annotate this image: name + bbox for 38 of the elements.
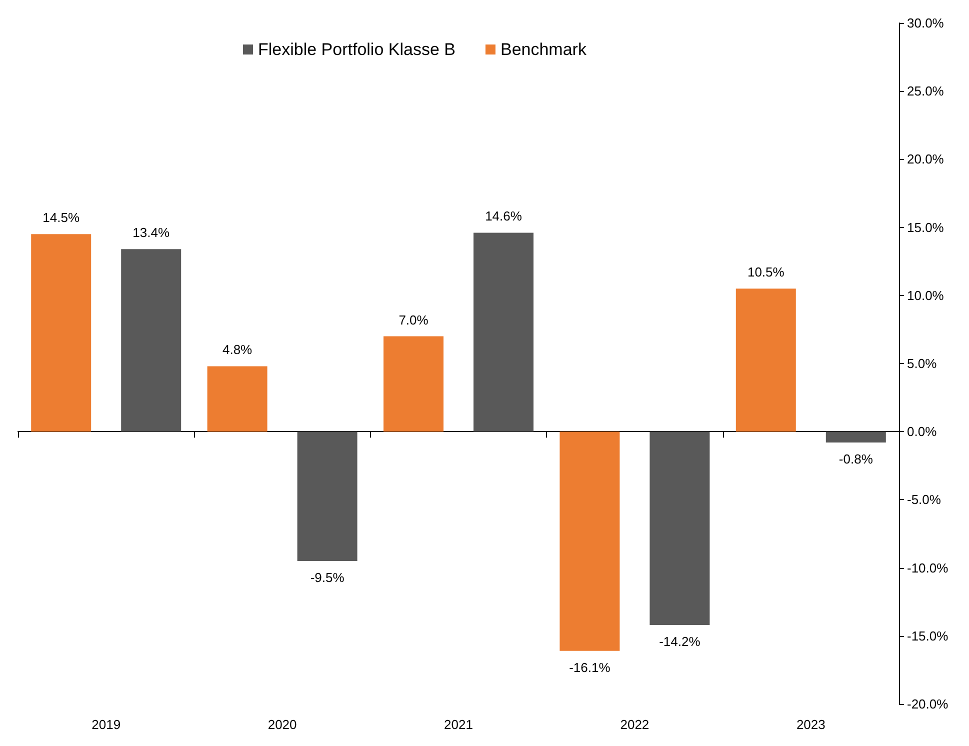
- y-tick-label: 20.0%: [907, 152, 944, 167]
- y-tick-label: -10.0%: [907, 560, 949, 576]
- bar: [736, 288, 796, 432]
- bar: [650, 432, 710, 626]
- x-tick-label: 2023: [796, 717, 826, 732]
- bar: [297, 432, 358, 561]
- data-label: 13.4%: [132, 225, 170, 240]
- y-tick-label: 25.0%: [907, 84, 944, 99]
- bar: [826, 432, 886, 442]
- y-tick-label: 30.0%: [907, 16, 944, 30]
- y-tick-label: -5.0%: [907, 492, 942, 508]
- data-label: -0.8%: [838, 451, 874, 466]
- legend-label: Flexible Portfolio Klasse B: [258, 40, 456, 59]
- y-tick-label: 0.0%: [907, 424, 938, 440]
- bar: [31, 234, 92, 432]
- bar: [474, 232, 534, 432]
- data-label: 10.5%: [747, 264, 785, 280]
- data-label: -9.5%: [310, 570, 345, 585]
- y-tick-label: 15.0%: [907, 220, 944, 235]
- data-label: 14.6%: [485, 208, 522, 224]
- bar: [121, 249, 182, 432]
- y-tick-label: 5.0%: [907, 356, 938, 371]
- x-tick-label: 2021: [444, 717, 473, 732]
- data-label: 14.5%: [42, 210, 80, 226]
- legend-label: Benchmark: [500, 40, 587, 59]
- bar: [384, 336, 444, 432]
- data-label: -14.2%: [659, 634, 701, 650]
- data-label: 7.0%: [398, 312, 429, 328]
- y-tick-label: 10.0%: [907, 288, 944, 303]
- y-tick-label: -20.0%: [907, 696, 949, 712]
- data-label: 4.8%: [222, 342, 253, 358]
- bar: [560, 432, 620, 651]
- bar: [207, 366, 268, 432]
- data-label: -16.1%: [569, 660, 611, 675]
- x-tick-label: 2020: [268, 717, 297, 732]
- x-tick-label: 2022: [620, 717, 650, 732]
- x-tick-label: 2019: [92, 717, 121, 732]
- y-tick-label: -15.0%: [907, 628, 949, 644]
